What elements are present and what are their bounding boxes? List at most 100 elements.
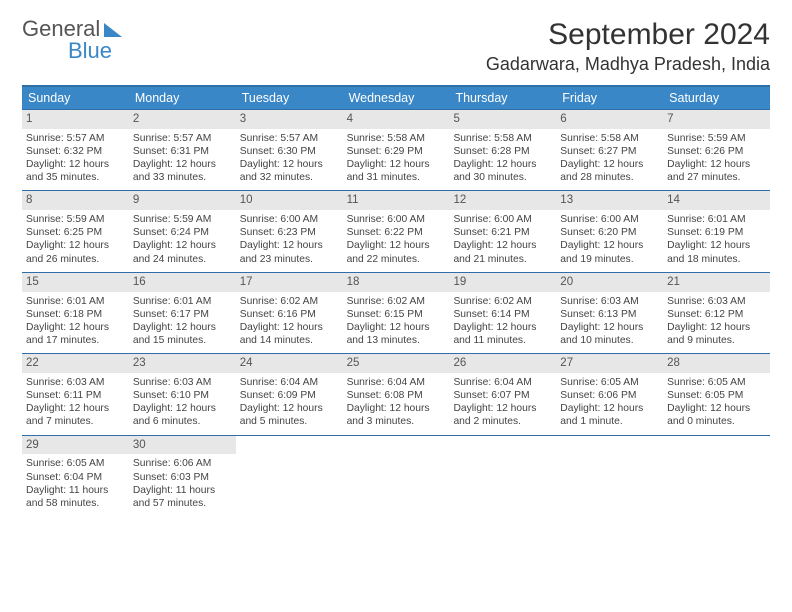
day-line-sr: Sunrise: 5:57 AM [240, 132, 339, 145]
day-number: 1 [22, 110, 129, 129]
day-line-sr: Sunrise: 5:58 AM [347, 132, 446, 145]
day-cell: 4Sunrise: 5:58 AMSunset: 6:29 PMDaylight… [343, 110, 450, 190]
dow-cell: Wednesday [343, 87, 450, 109]
day-number: 6 [556, 110, 663, 129]
day-line-d2: and 57 minutes. [133, 497, 232, 510]
day-line-ss: Sunset: 6:14 PM [453, 308, 552, 321]
day-line-sr: Sunrise: 6:05 AM [667, 376, 766, 389]
day-cell: 7Sunrise: 5:59 AMSunset: 6:26 PMDaylight… [663, 110, 770, 190]
day-line-d2: and 28 minutes. [560, 171, 659, 184]
day-number: 22 [22, 354, 129, 373]
dow-cell: Monday [129, 87, 236, 109]
day-number: 29 [22, 436, 129, 455]
day-line-ss: Sunset: 6:13 PM [560, 308, 659, 321]
week-row: 22Sunrise: 6:03 AMSunset: 6:11 PMDayligh… [22, 353, 770, 434]
day-number: 7 [663, 110, 770, 129]
dow-cell: Saturday [663, 87, 770, 109]
day-line-ss: Sunset: 6:07 PM [453, 389, 552, 402]
dow-cell: Tuesday [236, 87, 343, 109]
day-line-d2: and 7 minutes. [26, 415, 125, 428]
day-cell: 26 Sunrise: 6:04 AMSunset: 6:07 PMDayligh… [449, 354, 556, 434]
day-number: 9 [129, 191, 236, 210]
day-line-d1: Daylight: 12 hours [240, 321, 339, 334]
day-line-sr: Sunrise: 6:04 AM [347, 376, 446, 389]
day-line-d1: Daylight: 12 hours [347, 402, 446, 415]
day-line-d2: and 31 minutes. [347, 171, 446, 184]
day-line-sr: Sunrise: 6:06 AM [133, 457, 232, 470]
day-line-sr: Sunrise: 5:59 AM [133, 213, 232, 226]
day-line-ss: Sunset: 6:03 PM [133, 471, 232, 484]
day-line-ss: Sunset: 6:32 PM [26, 145, 125, 158]
week-row: 1Sunrise: 5:57 AMSunset: 6:32 PMDaylight… [22, 109, 770, 190]
day-cell: 6Sunrise: 5:58 AMSunset: 6:27 PMDaylight… [556, 110, 663, 190]
day-number: 23 [129, 354, 236, 373]
day-line-sr: Sunrise: 5:57 AM [26, 132, 125, 145]
day-line-sr: Sunrise: 5:58 AM [560, 132, 659, 145]
dow-cell: Thursday [449, 87, 556, 109]
day-line-ss: Sunset: 6:15 PM [347, 308, 446, 321]
day-line-d1: Daylight: 12 hours [347, 158, 446, 171]
day-line-ss: Sunset: 6:22 PM [347, 226, 446, 239]
day-line-d1: Daylight: 12 hours [667, 158, 766, 171]
day-line-sr: Sunrise: 6:02 AM [347, 295, 446, 308]
day-line-d2: and 27 minutes. [667, 171, 766, 184]
day-line-sr: Sunrise: 6:02 AM [453, 295, 552, 308]
day-line-d2: and 18 minutes. [667, 253, 766, 266]
day-line-d1: Daylight: 12 hours [26, 158, 125, 171]
day-number: 17 [236, 273, 343, 292]
day-line-sr: Sunrise: 6:01 AM [26, 295, 125, 308]
day-line-d2: and 19 minutes. [560, 253, 659, 266]
day-cell: 23Sunrise: 6:03 AMSunset: 6:10 PMDayligh… [129, 354, 236, 434]
day-line-d2: and 17 minutes. [26, 334, 125, 347]
day-line-d1: Daylight: 12 hours [453, 402, 552, 415]
day-cell: 20Sunrise: 6:03 AMSunset: 6:13 PMDayligh… [556, 273, 663, 353]
week-row: 15Sunrise: 6:01 AMSunset: 6:18 PMDayligh… [22, 272, 770, 353]
day-number: 15 [22, 273, 129, 292]
logo: General Blue [22, 18, 122, 62]
day-line-d1: Daylight: 12 hours [26, 402, 125, 415]
day-line-d1: Daylight: 12 hours [560, 239, 659, 252]
day-line-d1: Daylight: 12 hours [667, 321, 766, 334]
day-cell: 18Sunrise: 6:02 AMSunset: 6:15 PMDayligh… [343, 273, 450, 353]
day-number: 16 [129, 273, 236, 292]
day-line-d2: and 2 minutes. [453, 415, 552, 428]
day-line-d1: Daylight: 12 hours [453, 239, 552, 252]
day-line-d1: Daylight: 12 hours [26, 321, 125, 334]
day-line-d2: and 0 minutes. [667, 415, 766, 428]
day-line-ss: Sunset: 6:27 PM [560, 145, 659, 158]
day-line-sr: Sunrise: 6:00 AM [240, 213, 339, 226]
day-line-ss: Sunset: 6:06 PM [560, 389, 659, 402]
day-line-ss: Sunset: 6:29 PM [347, 145, 446, 158]
day-cell: 15Sunrise: 6:01 AMSunset: 6:18 PMDayligh… [22, 273, 129, 353]
day-cell: 5Sunrise: 5:58 AMSunset: 6:28 PMDaylight… [449, 110, 556, 190]
day-cell: 28Sunrise: 6:05 AMSunset: 6:05 PMDayligh… [663, 354, 770, 434]
day-line-d1: Daylight: 12 hours [133, 321, 232, 334]
day-line-d2: and 33 minutes. [133, 171, 232, 184]
day-line-d2: and 6 minutes. [133, 415, 232, 428]
day-number: 20 [556, 273, 663, 292]
day-number: 26 [449, 354, 556, 373]
day-cell [343, 436, 450, 516]
day-number: 27 [556, 354, 663, 373]
day-line-sr: Sunrise: 6:04 AM [453, 376, 552, 389]
day-line-d2: and 10 minutes. [560, 334, 659, 347]
day-cell: 9Sunrise: 5:59 AMSunset: 6:24 PMDaylight… [129, 191, 236, 271]
day-line-ss: Sunset: 6:05 PM [667, 389, 766, 402]
day-line-ss: Sunset: 6:08 PM [347, 389, 446, 402]
day-line-d2: and 22 minutes. [347, 253, 446, 266]
day-cell: 2Sunrise: 5:57 AMSunset: 6:31 PMDaylight… [129, 110, 236, 190]
day-line-d1: Daylight: 11 hours [26, 484, 125, 497]
calendar: SundayMondayTuesdayWednesdayThursdayFrid… [22, 85, 770, 516]
day-cell [663, 436, 770, 516]
month-title: September 2024 [486, 18, 770, 52]
day-number: 12 [449, 191, 556, 210]
day-line-d1: Daylight: 12 hours [133, 402, 232, 415]
day-cell: 12Sunrise: 6:00 AMSunset: 6:21 PMDayligh… [449, 191, 556, 271]
day-line-d1: Daylight: 12 hours [347, 321, 446, 334]
day-cell: 13Sunrise: 6:00 AMSunset: 6:20 PMDayligh… [556, 191, 663, 271]
day-cell: 19Sunrise: 6:02 AMSunset: 6:14 PMDayligh… [449, 273, 556, 353]
day-line-ss: Sunset: 6:19 PM [667, 226, 766, 239]
logo-sail-icon [104, 23, 122, 37]
day-line-d1: Daylight: 12 hours [560, 402, 659, 415]
day-cell: 3Sunrise: 5:57 AMSunset: 6:30 PMDaylight… [236, 110, 343, 190]
